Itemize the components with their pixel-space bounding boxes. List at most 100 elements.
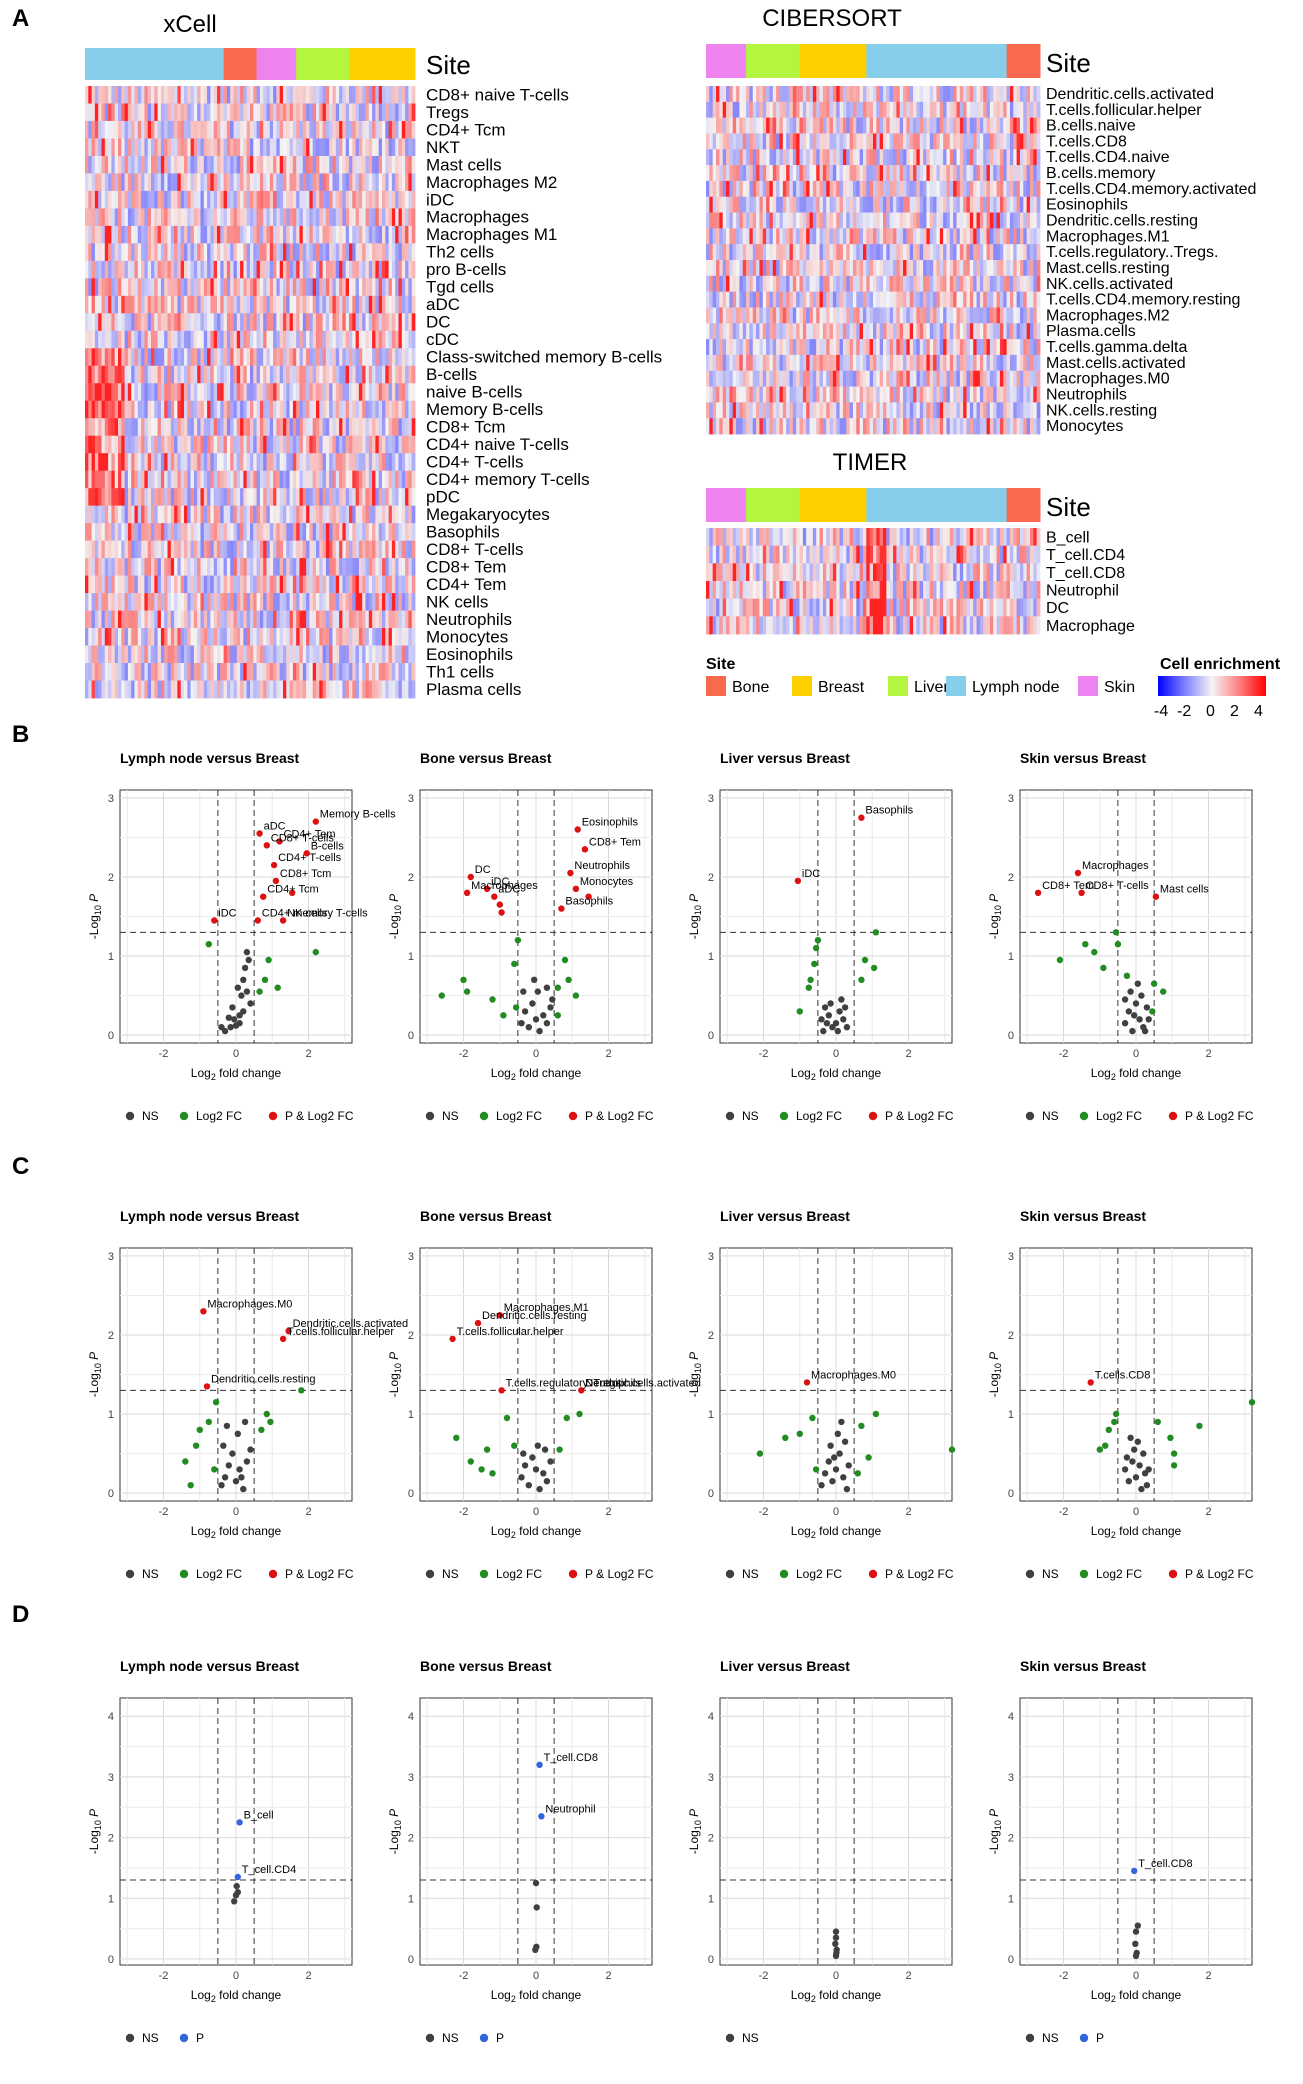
- xcell-cell: [246, 278, 251, 297]
- cibersort-cell: [909, 228, 914, 245]
- xcell-cell: [197, 593, 201, 611]
- xcell-cell: [401, 593, 406, 611]
- xcell-cell: [339, 190, 343, 209]
- xcell-cell: [296, 155, 300, 174]
- xcell-cell: [137, 470, 142, 489]
- xcell-cell: [170, 313, 175, 332]
- cibersort-cell: [779, 117, 784, 134]
- xcell-cell: [411, 260, 416, 279]
- xcell-cell: [246, 138, 251, 157]
- xcell-cell: [230, 330, 234, 349]
- cibersort-cell: [856, 275, 861, 293]
- xcell-cell: [358, 155, 363, 174]
- xcell-cell: [398, 365, 403, 384]
- xcell-cell: [177, 680, 182, 699]
- xcell-cell: [177, 278, 182, 297]
- xcell-cell: [375, 103, 380, 122]
- xcell-cell: [296, 260, 300, 279]
- xcell-cell: [91, 348, 96, 367]
- cibersort-cell: [706, 291, 710, 308]
- cibersort-cell: [1013, 196, 1018, 213]
- xcell-cell: [160, 383, 165, 402]
- xcell-cell: [286, 348, 290, 367]
- xcell-cell: [174, 628, 178, 646]
- cibersort-cell: [866, 101, 871, 119]
- xcell-cell: [101, 575, 106, 594]
- cibersort-cell: [726, 149, 730, 166]
- xcell-cell: [246, 313, 251, 332]
- cibersort-cell: [943, 275, 947, 293]
- xcell-cell: [154, 138, 158, 157]
- xcell-cell: [289, 505, 294, 524]
- cibersort-cell: [819, 291, 824, 308]
- xcell-cell: [332, 435, 337, 454]
- xcell-cell: [190, 488, 195, 507]
- xcell-cell: [368, 575, 373, 594]
- xcell-cell: [269, 575, 274, 594]
- xcell-cell: [276, 173, 281, 192]
- cibersort-cell: [883, 133, 887, 150]
- xcell-cell: [279, 453, 284, 472]
- xcell-cell: [358, 138, 363, 157]
- xcell-cell: [94, 540, 99, 559]
- cibersort-cell: [876, 165, 881, 182]
- cibersort-cell: [836, 228, 840, 245]
- xcell-cell: [372, 173, 376, 192]
- cibersort-cell: [896, 228, 901, 245]
- cibersort-cell: [849, 291, 854, 308]
- xcell-cell: [121, 103, 125, 122]
- xcell-cell: [365, 575, 370, 594]
- xcell-cell: [217, 173, 221, 192]
- xcell-cell: [395, 645, 399, 664]
- xcell-cell: [250, 540, 254, 559]
- xcell-cell: [283, 540, 287, 559]
- cibersort-cell: [712, 180, 717, 198]
- xcell-row-label: Basophils: [426, 523, 500, 542]
- cibersort-cell: [712, 117, 717, 134]
- xcell-cell: [223, 680, 228, 699]
- xcell-cell: [250, 558, 254, 576]
- cibersort-cell: [756, 291, 760, 308]
- cibersort-cell: [1033, 133, 1038, 150]
- xcell-cell: [184, 208, 188, 227]
- xcell-cell: [266, 540, 271, 559]
- xcell-cell: [342, 138, 347, 157]
- xcell-cell: [141, 138, 145, 157]
- xcell-cell: [233, 225, 238, 244]
- xcell-cell: [180, 190, 185, 209]
- cibersort-cell: [769, 180, 774, 198]
- cibersort-cell: [792, 196, 797, 213]
- xcell-cell: [292, 418, 297, 437]
- xcell-cell: [256, 488, 261, 507]
- xcell-cell: [144, 540, 149, 559]
- xcell-cell: [154, 400, 158, 419]
- xcell-cell: [263, 173, 267, 192]
- xcell-cell: [167, 470, 172, 489]
- xcell-cell: [292, 470, 297, 489]
- xcell-cell: [88, 243, 92, 262]
- xcell-cell: [85, 243, 89, 262]
- xcell-cell: [154, 103, 158, 122]
- cibersort-cell: [796, 101, 800, 119]
- xcell-cell: [157, 225, 162, 244]
- xcell-cell: [217, 523, 221, 542]
- cibersort-cell: [716, 244, 720, 261]
- xcell-cell: [134, 260, 139, 279]
- xcell-cell: [85, 138, 89, 157]
- xcell-cell: [203, 505, 208, 524]
- xcell-cell: [299, 138, 304, 157]
- cibersort-cell: [806, 101, 810, 119]
- xcell-cell: [157, 330, 162, 349]
- xcell-cell: [299, 453, 304, 472]
- xcell-cell: [279, 173, 284, 192]
- xcell-cell: [345, 488, 350, 507]
- xcell-cell: [322, 488, 327, 507]
- xcell-cell: [101, 645, 106, 664]
- xcell-cell: [141, 558, 145, 576]
- cibersort-cell: [846, 117, 851, 134]
- cibersort-cell: [963, 275, 967, 293]
- cibersort-cell: [933, 260, 937, 277]
- xcell-cell: [85, 470, 89, 489]
- cibersort-cell: [899, 244, 904, 261]
- xcell-cell: [220, 663, 224, 681]
